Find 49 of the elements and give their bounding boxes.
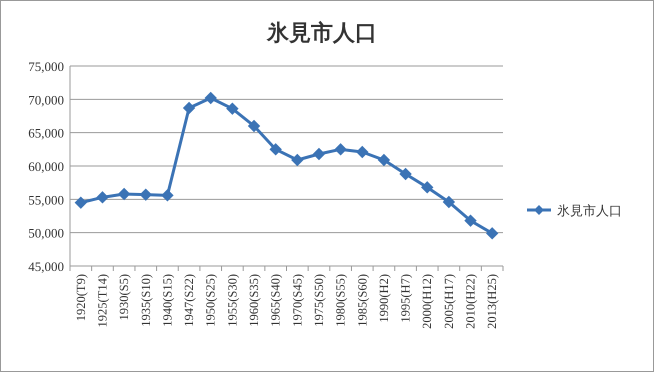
point — [74, 196, 87, 209]
point — [464, 214, 477, 227]
point — [356, 146, 368, 158]
x-tick-label: 1990(H2) — [376, 274, 391, 323]
point — [140, 188, 152, 201]
point — [270, 143, 282, 156]
x-tick-label: 1930(S5) — [117, 274, 132, 321]
x-tick-label: 2013(H25) — [485, 274, 500, 329]
point — [204, 92, 217, 104]
chart-title: 氷見市人口 — [266, 20, 377, 45]
x-tick-label: 2005(H17) — [442, 274, 456, 329]
x-tick-label: 1975(S50) — [312, 274, 326, 327]
point — [161, 189, 174, 202]
y-tick-label: 55,000 — [28, 192, 64, 208]
x-tick-label: 1925(T14) — [95, 274, 110, 328]
point — [334, 143, 347, 156]
point — [421, 181, 434, 194]
y-tick-label: 50,000 — [28, 226, 64, 241]
x-tick-label: 1980(S55) — [334, 274, 348, 327]
x-tick-label: 2000(H12) — [420, 274, 434, 329]
legend-label: 氷見市人口 — [557, 203, 622, 218]
y-tick-label: 75,000 — [28, 59, 64, 74]
x-tick-label: 1995(H7) — [398, 274, 413, 323]
y-tick-label: 45,000 — [28, 259, 64, 274]
point — [400, 168, 412, 180]
x-tick-label: 1970(S45) — [290, 274, 304, 327]
point — [248, 120, 260, 132]
point — [96, 191, 108, 204]
point — [226, 102, 238, 115]
x-tick-label: 2010(H22) — [464, 274, 478, 329]
x-tick-label: 1920(T9) — [74, 274, 88, 322]
point — [183, 102, 196, 114]
y-tick-label: 70,000 — [28, 92, 64, 108]
x-tick-label: 1950(S25) — [204, 274, 218, 327]
point — [291, 154, 304, 166]
y-tick-label: 60,000 — [28, 159, 64, 174]
point — [442, 196, 455, 208]
x-tick-label: 1940(S15) — [160, 274, 174, 327]
x-tick-label: 1955(S30) — [225, 274, 240, 327]
point — [312, 148, 325, 160]
y-tick-label: 65,000 — [28, 126, 64, 141]
x-tick-label: 1965(S40) — [268, 274, 283, 327]
x-tick-label: 1947(S22) — [182, 274, 196, 327]
point — [378, 154, 390, 166]
point — [118, 188, 130, 200]
x-tick-label: 1960(S35) — [247, 274, 262, 327]
point — [486, 227, 498, 240]
x-tick-label: 1985(S60) — [355, 274, 370, 327]
x-tick-label: 1935(S10) — [138, 274, 153, 327]
